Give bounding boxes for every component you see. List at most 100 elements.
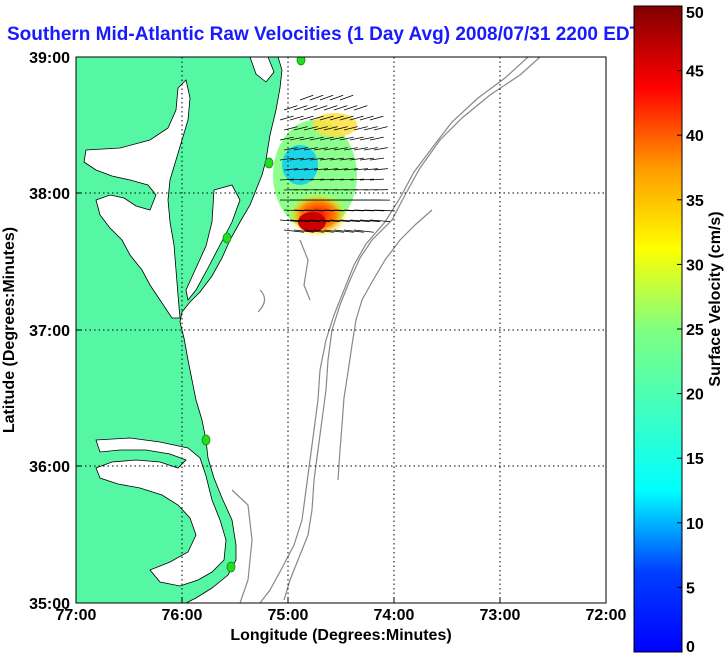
velocity-patch bbox=[282, 145, 318, 185]
velocity-arrow bbox=[353, 126, 368, 131]
velocity-arrow bbox=[313, 147, 328, 151]
velocity-arrow bbox=[333, 168, 348, 171]
velocity-arrow bbox=[359, 219, 380, 222]
velocity-arrow bbox=[303, 229, 324, 233]
velocity-arrow bbox=[323, 229, 344, 233]
velocity-arrow bbox=[329, 136, 344, 141]
velocity-arrow bbox=[363, 147, 378, 151]
velocity-arrow bbox=[359, 115, 374, 121]
velocity-arrow bbox=[293, 209, 314, 212]
velocity-arrow bbox=[369, 136, 384, 141]
velocity-arrow bbox=[309, 115, 324, 121]
y-axis-label: Latitude (Degrees:Minutes) bbox=[1, 227, 18, 433]
velocity-arrow bbox=[293, 126, 308, 131]
x-axis-label: Longitude (Degrees:Minutes) bbox=[230, 627, 451, 644]
velocity-arrow bbox=[309, 219, 330, 222]
velocity-arrow bbox=[339, 94, 354, 101]
velocity-arrow bbox=[323, 209, 344, 212]
velocity-arrow bbox=[323, 126, 338, 131]
velocity-arrow bbox=[309, 136, 324, 141]
bathymetry-contour bbox=[231, 489, 253, 603]
x-tick-label: 74:00 bbox=[374, 607, 415, 624]
pamlico-sound bbox=[95, 437, 227, 587]
velocity-arrows bbox=[279, 94, 394, 233]
velocity-arrow bbox=[343, 105, 358, 111]
colorbar-tick-label: 15 bbox=[686, 451, 704, 468]
x-tick-labels: 77:00 76:00 75:00 74:00 73:00 72:00 bbox=[56, 607, 627, 624]
velocity-arrow bbox=[293, 147, 308, 151]
velocity-arrow bbox=[283, 168, 298, 171]
velocity-arrow bbox=[369, 115, 384, 121]
velocity-arrow bbox=[299, 115, 314, 121]
velocity-arrow bbox=[323, 147, 338, 151]
velocity-arrow bbox=[303, 168, 318, 171]
velocity-arrow bbox=[333, 209, 354, 212]
velocity-arrow bbox=[329, 115, 344, 121]
velocity-arrow bbox=[299, 219, 320, 222]
velocity-arrow bbox=[359, 157, 374, 161]
eastern-shore-water bbox=[185, 184, 241, 301]
colorbar-gradient bbox=[633, 5, 683, 653]
bathymetry-contour bbox=[257, 289, 266, 313]
velocity-arrow bbox=[373, 209, 394, 212]
velocity-arrow bbox=[293, 105, 308, 111]
velocity-arrow bbox=[349, 178, 364, 181]
velocity-arrow bbox=[309, 157, 324, 161]
velocity-arrow bbox=[289, 136, 304, 141]
bathymetry-contour bbox=[299, 239, 311, 301]
velocity-arrow bbox=[353, 147, 368, 151]
velocity-arrow bbox=[279, 115, 294, 121]
velocity-arrow bbox=[303, 126, 318, 131]
velocity-arrow bbox=[349, 115, 364, 121]
station-marker bbox=[226, 561, 236, 573]
velocity-arrow bbox=[369, 219, 390, 222]
bathymetry-contour bbox=[259, 57, 529, 603]
x-tick-label: 73:00 bbox=[480, 607, 521, 624]
velocity-arrow bbox=[343, 147, 358, 151]
velocity-arrow bbox=[363, 168, 378, 171]
velocity-arrow bbox=[319, 94, 334, 101]
colorbar-label: Surface Velocity (cm/s) bbox=[707, 211, 724, 386]
velocity-arrow bbox=[309, 178, 324, 181]
velocity-arrow bbox=[299, 178, 314, 181]
velocity-arrow bbox=[303, 209, 324, 212]
velocity-patch bbox=[313, 113, 357, 137]
velocity-arrow bbox=[283, 105, 298, 111]
velocity-arrow bbox=[353, 229, 374, 233]
map-plot-area bbox=[76, 57, 606, 603]
colorbar: 0 5 10 15 20 25 30 35 40 45 50 Surface Velocity (c… bbox=[633, 5, 724, 656]
velocity-arrow bbox=[359, 136, 374, 141]
station-marker bbox=[296, 57, 306, 66]
velocity-arrow bbox=[349, 219, 370, 222]
velocity-arrow bbox=[319, 115, 334, 121]
velocity-arrow bbox=[319, 178, 334, 181]
velocity-arrow bbox=[359, 178, 374, 181]
colorbar-tick-label: 10 bbox=[686, 516, 704, 533]
velocity-arrow bbox=[313, 209, 334, 212]
velocity-arrow bbox=[323, 168, 338, 171]
velocity-arrow bbox=[319, 136, 334, 141]
velocity-arrow bbox=[353, 168, 368, 171]
chart-title: Southern Mid-Atlantic Raw Velocities (1 … bbox=[7, 24, 642, 45]
velocity-arrow bbox=[339, 136, 354, 141]
velocity-arrow bbox=[283, 209, 304, 212]
velocity-arrow bbox=[309, 94, 324, 101]
tick-marks bbox=[76, 192, 501, 603]
velocity-arrow bbox=[329, 178, 344, 181]
velocity-arrow bbox=[283, 147, 298, 151]
velocity-arrow bbox=[279, 136, 294, 141]
velocity-arrow bbox=[369, 178, 384, 181]
y-tick-labels: 39:00 38:00 37:00 36:00 35:00 bbox=[29, 50, 70, 613]
velocity-arrow bbox=[319, 157, 334, 161]
velocity-arrow bbox=[329, 157, 344, 161]
velocity-arrow bbox=[299, 136, 314, 141]
velocity-arrow bbox=[333, 126, 348, 131]
velocity-patch bbox=[298, 212, 326, 232]
colorbar-tick-label: 25 bbox=[686, 322, 704, 339]
colorbar-ticks: 0 5 10 15 20 25 30 35 40 45 50 bbox=[677, 5, 704, 656]
velocity-arrow bbox=[283, 126, 298, 131]
y-tick-label: 37:00 bbox=[29, 323, 70, 340]
station-markers bbox=[201, 57, 306, 573]
velocity-arrow bbox=[349, 136, 364, 141]
velocity-arrow bbox=[329, 219, 350, 222]
